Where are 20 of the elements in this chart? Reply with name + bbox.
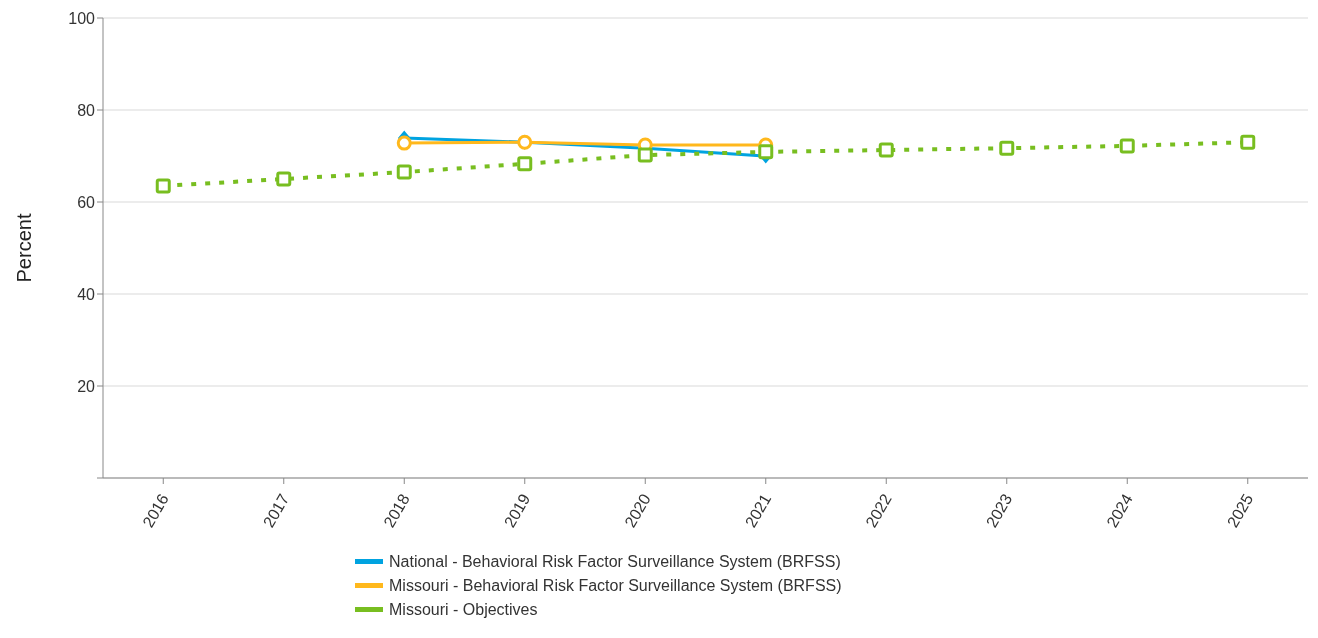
y-tick-label: 100: [68, 9, 96, 27]
y-tick-label: 40: [77, 285, 96, 303]
legend-label: Missouri - Behavioral Risk Factor Surveillance System (BRFSS): [389, 577, 842, 595]
point: [1240, 134, 1256, 150]
y-tick-label: 80: [77, 101, 96, 119]
point: [999, 140, 1015, 156]
point: [276, 171, 292, 187]
point: [517, 156, 533, 172]
point: [396, 135, 412, 151]
point: [396, 164, 412, 180]
y-tick-label: 60: [77, 193, 96, 211]
y-tick-label: 20: [77, 377, 96, 395]
legend-label: National - Behavioral Risk Factor Surveillance System (BRFSS): [389, 553, 841, 571]
point: [878, 142, 894, 158]
point: [1119, 138, 1135, 154]
y-axis-title: Percent: [13, 213, 36, 283]
legend-label: Missouri - Objectives: [389, 601, 538, 619]
point: [758, 144, 774, 160]
point: [637, 147, 653, 163]
point: [155, 178, 171, 194]
